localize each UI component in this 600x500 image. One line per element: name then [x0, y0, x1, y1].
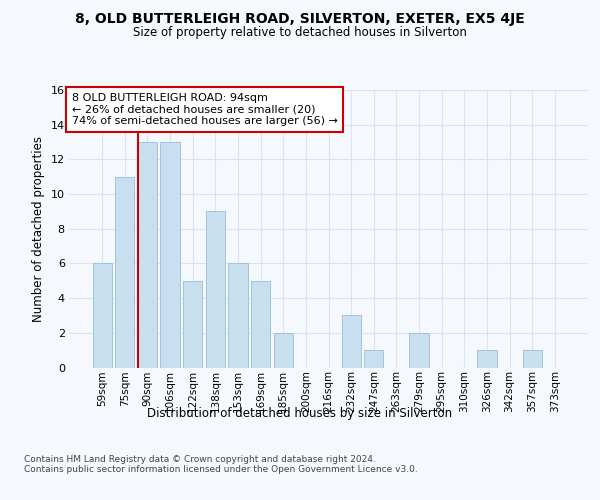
Text: Distribution of detached houses by size in Silverton: Distribution of detached houses by size …: [148, 408, 452, 420]
Y-axis label: Number of detached properties: Number of detached properties: [32, 136, 45, 322]
Bar: [364, 350, 383, 368]
Bar: [206, 212, 225, 368]
Bar: [341, 316, 361, 368]
Bar: [229, 264, 248, 368]
Bar: [92, 264, 112, 368]
Bar: [183, 281, 202, 368]
Bar: [251, 281, 270, 368]
Bar: [477, 350, 497, 368]
Bar: [138, 142, 157, 368]
Bar: [523, 350, 542, 368]
Text: 8, OLD BUTTERLEIGH ROAD, SILVERTON, EXETER, EX5 4JE: 8, OLD BUTTERLEIGH ROAD, SILVERTON, EXET…: [75, 12, 525, 26]
Bar: [160, 142, 180, 368]
Text: 8 OLD BUTTERLEIGH ROAD: 94sqm
← 26% of detached houses are smaller (20)
74% of s: 8 OLD BUTTERLEIGH ROAD: 94sqm ← 26% of d…: [71, 93, 337, 126]
Text: Contains HM Land Registry data © Crown copyright and database right 2024.
Contai: Contains HM Land Registry data © Crown c…: [24, 455, 418, 474]
Bar: [409, 333, 428, 368]
Bar: [274, 333, 293, 368]
Text: Size of property relative to detached houses in Silverton: Size of property relative to detached ho…: [133, 26, 467, 39]
Bar: [115, 176, 134, 368]
